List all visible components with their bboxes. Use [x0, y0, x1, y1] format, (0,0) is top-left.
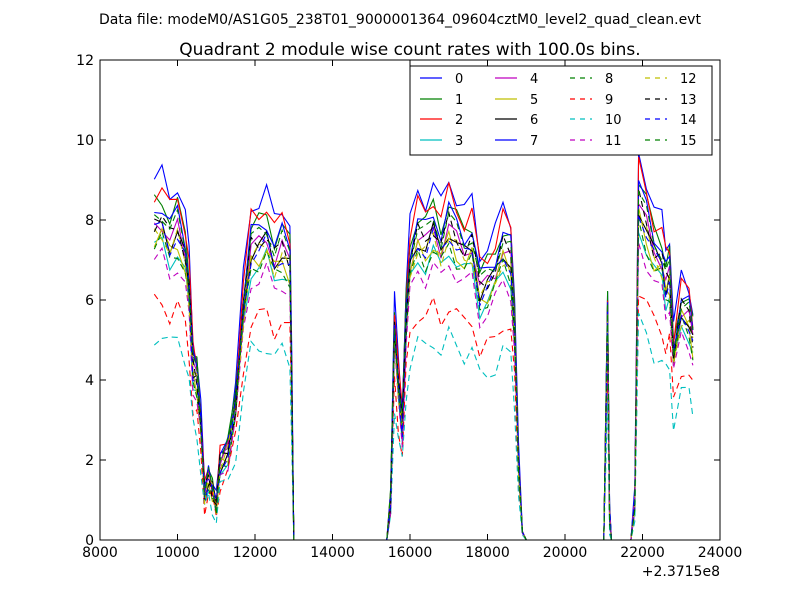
x-offset-label: +2.3715e8 [642, 564, 720, 580]
legend-label-7: 7 [530, 134, 538, 149]
series-line-8 [153, 218, 694, 541]
legend-label-15: 15 [680, 134, 697, 149]
legend-label-3: 3 [455, 134, 463, 149]
legend-label-8: 8 [605, 72, 613, 87]
x-tick-label: 16000 [388, 545, 433, 561]
series-line-13 [153, 188, 694, 541]
series-line-5 [153, 207, 694, 541]
legend-label-10: 10 [605, 113, 622, 128]
axis-layer: 8000 10000 12000 14000 16000 18000 20000 22000 2… [76, 53, 742, 561]
legend-label-9: 9 [605, 93, 613, 108]
series-line-0 [153, 152, 694, 541]
x-tick-label: 18000 [465, 545, 510, 561]
x-tick-label: 12000 [233, 545, 278, 561]
series-line-2 [153, 156, 694, 541]
y-tick-label: 8 [85, 213, 94, 229]
series-line-1 [153, 183, 694, 541]
legend-label-6: 6 [530, 113, 538, 128]
y-tick-label: 12 [76, 53, 94, 69]
y-tick-label: 0 [85, 533, 94, 549]
x-tick-label: 24000 [698, 545, 743, 561]
series-line-6 [154, 214, 694, 541]
y-tick-label: 2 [85, 453, 94, 469]
legend-label-14: 14 [680, 113, 697, 128]
legend-label-5: 5 [530, 93, 538, 108]
series-line-15 [153, 189, 694, 541]
y-tick-label: 10 [76, 133, 94, 149]
legend-label-12: 12 [680, 72, 697, 87]
legend-label-13: 13 [680, 93, 697, 108]
y-tick-label: 4 [85, 373, 94, 389]
legend-box [409, 65, 713, 156]
x-tick-label: 8000 [82, 545, 118, 561]
x-tick-label: 20000 [543, 545, 588, 561]
series-line-10 [153, 312, 694, 541]
data-file-header: Data file: modeM0/AS1G05_238T01_90000013… [99, 12, 701, 28]
series-layer [153, 152, 694, 541]
x-tick-label: 22000 [620, 545, 665, 561]
legend-label-0: 0 [455, 72, 463, 87]
x-tick-label: 14000 [310, 545, 355, 561]
x-tick-label: 10000 [155, 545, 200, 561]
series-line-14 [154, 216, 694, 541]
legend-label-1: 1 [455, 93, 463, 108]
chart-title: Quadrant 2 module wise count rates with … [179, 40, 640, 60]
series-line-11 [153, 242, 694, 541]
legend-label-2: 2 [455, 113, 463, 128]
series-line-7 [154, 180, 694, 541]
legend-label-4: 4 [530, 72, 538, 87]
legend-label-11: 11 [605, 134, 622, 149]
y-tick-label: 6 [85, 293, 94, 309]
